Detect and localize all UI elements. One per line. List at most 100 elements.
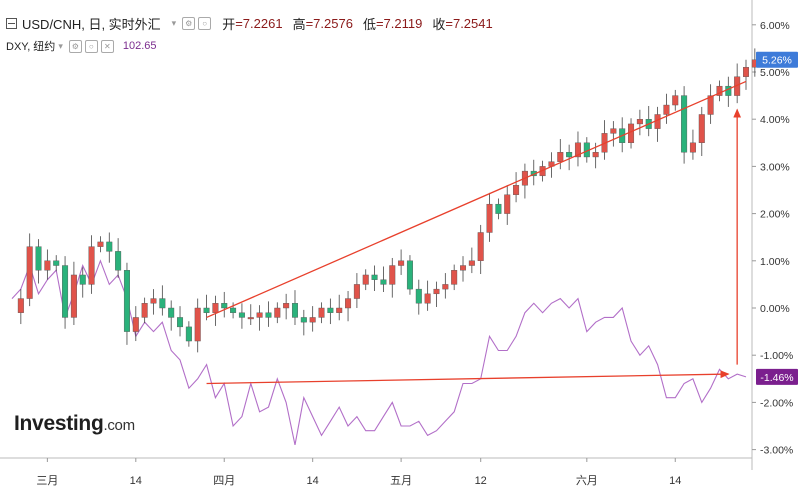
x-tick-label: 12 (475, 475, 487, 487)
overlay-title: DXY, 纽约 (6, 41, 56, 53)
candle-body (663, 104, 670, 115)
x-tick-label: 14 (669, 475, 681, 487)
high-label: 高 (292, 17, 306, 32)
x-tick-label: 五月 (390, 475, 412, 487)
candle-body (203, 307, 210, 313)
dxy-last-badge-bg (756, 368, 798, 385)
candle-body (26, 246, 33, 299)
collapse-icon[interactable] (6, 18, 17, 29)
candle-body (557, 152, 564, 162)
candle-body (380, 279, 387, 285)
annotation-arrow (206, 370, 730, 385)
candle-body (495, 203, 502, 214)
candle-body (716, 85, 723, 96)
candle-body (628, 123, 635, 143)
y-tick-label: -3.00% (760, 445, 793, 457)
candle-body (177, 317, 184, 328)
candle-body (230, 307, 237, 313)
candle-body (574, 142, 581, 158)
candle-body (79, 274, 86, 285)
chevron-down-icon[interactable]: ▾ (171, 18, 177, 28)
candle-body (159, 298, 166, 309)
candle-body (406, 260, 413, 290)
candle-body (115, 251, 122, 271)
candle-body (592, 152, 599, 158)
x-tick-label: 四月 (213, 475, 235, 487)
close-value: =7.2541 (445, 16, 493, 31)
close-icon[interactable]: ✕ (100, 39, 114, 53)
candle-body (88, 246, 95, 285)
candle-body (194, 307, 201, 342)
candle-body (168, 307, 175, 318)
candle-body (283, 303, 290, 309)
low-label: 低 (362, 17, 376, 32)
x-tick-label: 14 (130, 475, 142, 487)
eye-icon[interactable]: ○ (198, 17, 212, 30)
open-label: 开 (222, 17, 236, 32)
x-tick-label: 三月 (36, 475, 58, 487)
eye-icon[interactable]: ○ (84, 39, 98, 53)
candle-body (238, 312, 245, 318)
candle-body (725, 85, 732, 96)
candle-body (460, 265, 467, 271)
y-tick-label: 0.00% (760, 303, 790, 315)
candle-body (681, 95, 688, 153)
open-value: =7.2261 (235, 16, 283, 31)
y-tick-label: -2.00% (760, 397, 793, 409)
investing-logo: Investing.com (14, 412, 135, 435)
candle-body (274, 307, 281, 318)
high-value: =7.2576 (305, 16, 353, 31)
y-tick-label: 3.00% (760, 161, 790, 173)
overlay-value: 102.65 (122, 40, 157, 52)
candle-body (35, 246, 42, 271)
candle-body (424, 293, 431, 304)
candle-body (504, 194, 511, 214)
candle-body (318, 307, 325, 318)
candle-body (256, 312, 263, 318)
candle-body (44, 260, 51, 271)
candle-body (300, 317, 307, 323)
y-tick-label: 6.00% (760, 20, 790, 32)
low-value: =7.2119 (375, 16, 423, 31)
candle-body (247, 317, 254, 320)
candle-body (389, 265, 396, 285)
candle-body (477, 232, 484, 261)
x-tick-label: 14 (307, 475, 319, 487)
candle-body (698, 114, 705, 144)
candle-body (141, 303, 148, 318)
candle-body (513, 185, 520, 195)
y-tick-label: 1.00% (760, 256, 790, 268)
candle-body (336, 307, 343, 313)
usdcnh-last-badge: 5.26% (762, 55, 792, 67)
candle-body (291, 303, 298, 318)
candle-body (265, 312, 272, 318)
dxy-last-badge: -1.46% (760, 372, 793, 384)
overlay-header: DXY, 纽约 ▾ ⚙ ○ ✕ 102.65 (6, 38, 157, 54)
candle-body (97, 241, 104, 247)
candle-body (689, 142, 696, 153)
candle-body (486, 203, 493, 233)
candle-body (70, 274, 77, 318)
candle-body (371, 274, 378, 280)
chevron-down-icon[interactable]: ▾ (58, 40, 63, 51)
candle-body (398, 260, 405, 266)
candle-body (672, 95, 679, 106)
candle-body (309, 317, 316, 323)
candle-body (327, 307, 334, 313)
candle-body (53, 260, 60, 266)
y-tick-label: 4.00% (760, 114, 790, 126)
candle-body (468, 260, 475, 266)
candle-body (62, 265, 69, 318)
x-tick-label: 六月 (576, 474, 598, 487)
candle-body (566, 152, 573, 158)
annotation-trend-line (206, 80, 747, 319)
candle-body (362, 274, 369, 285)
candle-body (442, 284, 449, 290)
chart-header: USD/CNH, 日, 实时外汇 ▾ ⚙ ○ 开 =7.2261 高 =7.2576… (6, 14, 503, 33)
candle-body (345, 298, 352, 309)
settings-icon[interactable]: ⚙ (68, 39, 82, 53)
candle-body (433, 288, 440, 295)
settings-icon[interactable]: ⚙ (182, 17, 196, 30)
candle-body (17, 298, 24, 313)
